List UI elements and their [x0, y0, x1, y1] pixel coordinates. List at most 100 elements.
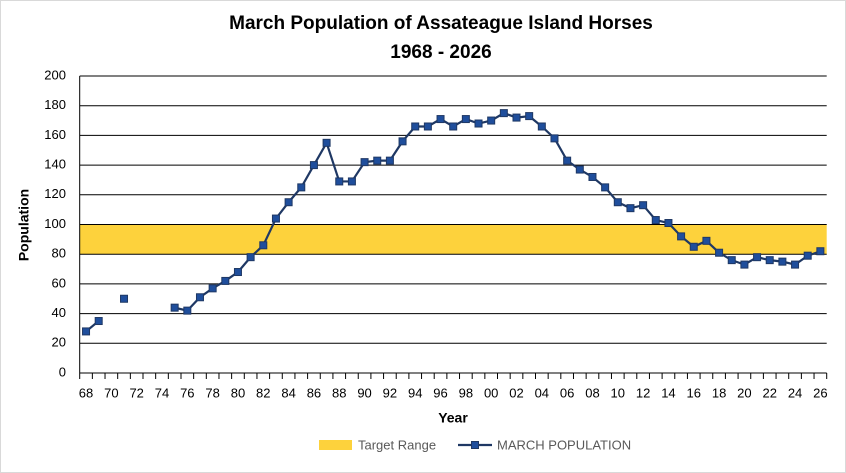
y-tick-label: 0 [59, 364, 66, 379]
data-point [487, 116, 496, 125]
data-point [715, 248, 724, 257]
y-tick-label: 180 [44, 97, 66, 112]
data-point [740, 260, 749, 269]
data-point [563, 156, 572, 165]
data-point [259, 241, 268, 250]
legend-label: Target Range [358, 437, 436, 452]
x-tick-label: 14 [661, 385, 675, 400]
data-point [82, 327, 91, 336]
x-tick-label: 88 [332, 385, 346, 400]
x-tick-label: 06 [560, 385, 574, 400]
x-tick-label: 80 [231, 385, 245, 400]
data-point [411, 122, 420, 131]
data-point [461, 115, 470, 124]
data-point [702, 236, 711, 245]
x-tick-label: 90 [357, 385, 371, 400]
x-tick-label: 96 [433, 385, 447, 400]
data-point [575, 165, 584, 174]
x-tick-label: 02 [509, 385, 523, 400]
data-point [246, 253, 255, 262]
data-point [651, 216, 660, 225]
data-point [297, 183, 306, 192]
x-tick-label: 12 [636, 385, 650, 400]
legend-swatch [319, 440, 352, 450]
data-point [423, 122, 432, 131]
y-tick-label: 140 [44, 157, 66, 172]
data-point [601, 183, 610, 192]
x-tick-label: 74 [155, 385, 169, 400]
x-tick-label: 10 [611, 385, 625, 400]
data-point [765, 256, 774, 265]
data-point [360, 158, 369, 167]
data-point [677, 232, 686, 241]
data-point [588, 172, 597, 181]
data-point [170, 303, 179, 312]
data-point [221, 276, 230, 285]
data-point [512, 113, 521, 122]
x-tick-label: 22 [762, 385, 776, 400]
data-point [335, 177, 344, 186]
x-tick-label: 08 [585, 385, 599, 400]
data-point [613, 198, 622, 207]
x-tick-label: 20 [737, 385, 751, 400]
x-tick-label: 78 [205, 385, 219, 400]
data-point [449, 122, 458, 131]
y-tick-label: 200 [44, 67, 66, 82]
y-tick-label: 60 [52, 275, 66, 290]
x-tick-label: 94 [408, 385, 422, 400]
data-point [322, 138, 331, 147]
x-tick-label: 70 [104, 385, 118, 400]
data-point [309, 161, 318, 170]
target-range [79, 224, 827, 255]
y-tick-label: 160 [44, 127, 66, 142]
data-point [499, 109, 508, 118]
data-point [195, 293, 204, 302]
y-tick-label: 80 [52, 246, 66, 261]
data-point [120, 294, 129, 303]
legend-label: MARCH POPULATION [497, 437, 631, 452]
data-point [664, 219, 673, 228]
x-tick-label: 16 [687, 385, 701, 400]
data-point [639, 201, 648, 210]
data-point [525, 112, 534, 121]
x-tick-label: 72 [129, 385, 143, 400]
data-point [284, 198, 293, 207]
x-tick-label: 86 [307, 385, 321, 400]
data-point [233, 268, 242, 277]
data-point [347, 177, 356, 186]
data-point [474, 119, 483, 128]
chart-subtitle: 1968 - 2026 [390, 42, 491, 63]
x-axis-title: Year [438, 410, 468, 426]
x-tick-label: 00 [484, 385, 498, 400]
data-point [271, 214, 280, 223]
data-point [537, 122, 546, 131]
x-tick-label: 76 [180, 385, 194, 400]
data-point [791, 260, 800, 269]
x-tick-label: 82 [256, 385, 270, 400]
data-point [816, 247, 825, 256]
data-point [208, 284, 217, 293]
data-point [550, 134, 559, 143]
x-tick-label: 24 [788, 385, 802, 400]
data-point [373, 156, 382, 165]
x-tick-label: 18 [712, 385, 726, 400]
data-point [689, 242, 698, 251]
data-point [436, 115, 445, 124]
x-tick-label: 26 [813, 385, 827, 400]
data-point [398, 137, 407, 146]
data-point [626, 204, 635, 213]
y-axis-title: Population [16, 189, 32, 261]
x-tick-label: 68 [79, 385, 93, 400]
x-tick-label: 98 [459, 385, 473, 400]
y-tick-label: 40 [52, 305, 66, 320]
y-tick-label: 120 [44, 186, 66, 201]
chart-title: March Population of Assateague Island Ho… [229, 13, 653, 34]
data-point [94, 317, 103, 326]
data-point [753, 253, 762, 262]
data-point [803, 251, 812, 260]
data-point [183, 306, 192, 315]
x-tick-label: 92 [383, 385, 397, 400]
legend-marker [471, 441, 479, 449]
data-point [727, 256, 736, 265]
